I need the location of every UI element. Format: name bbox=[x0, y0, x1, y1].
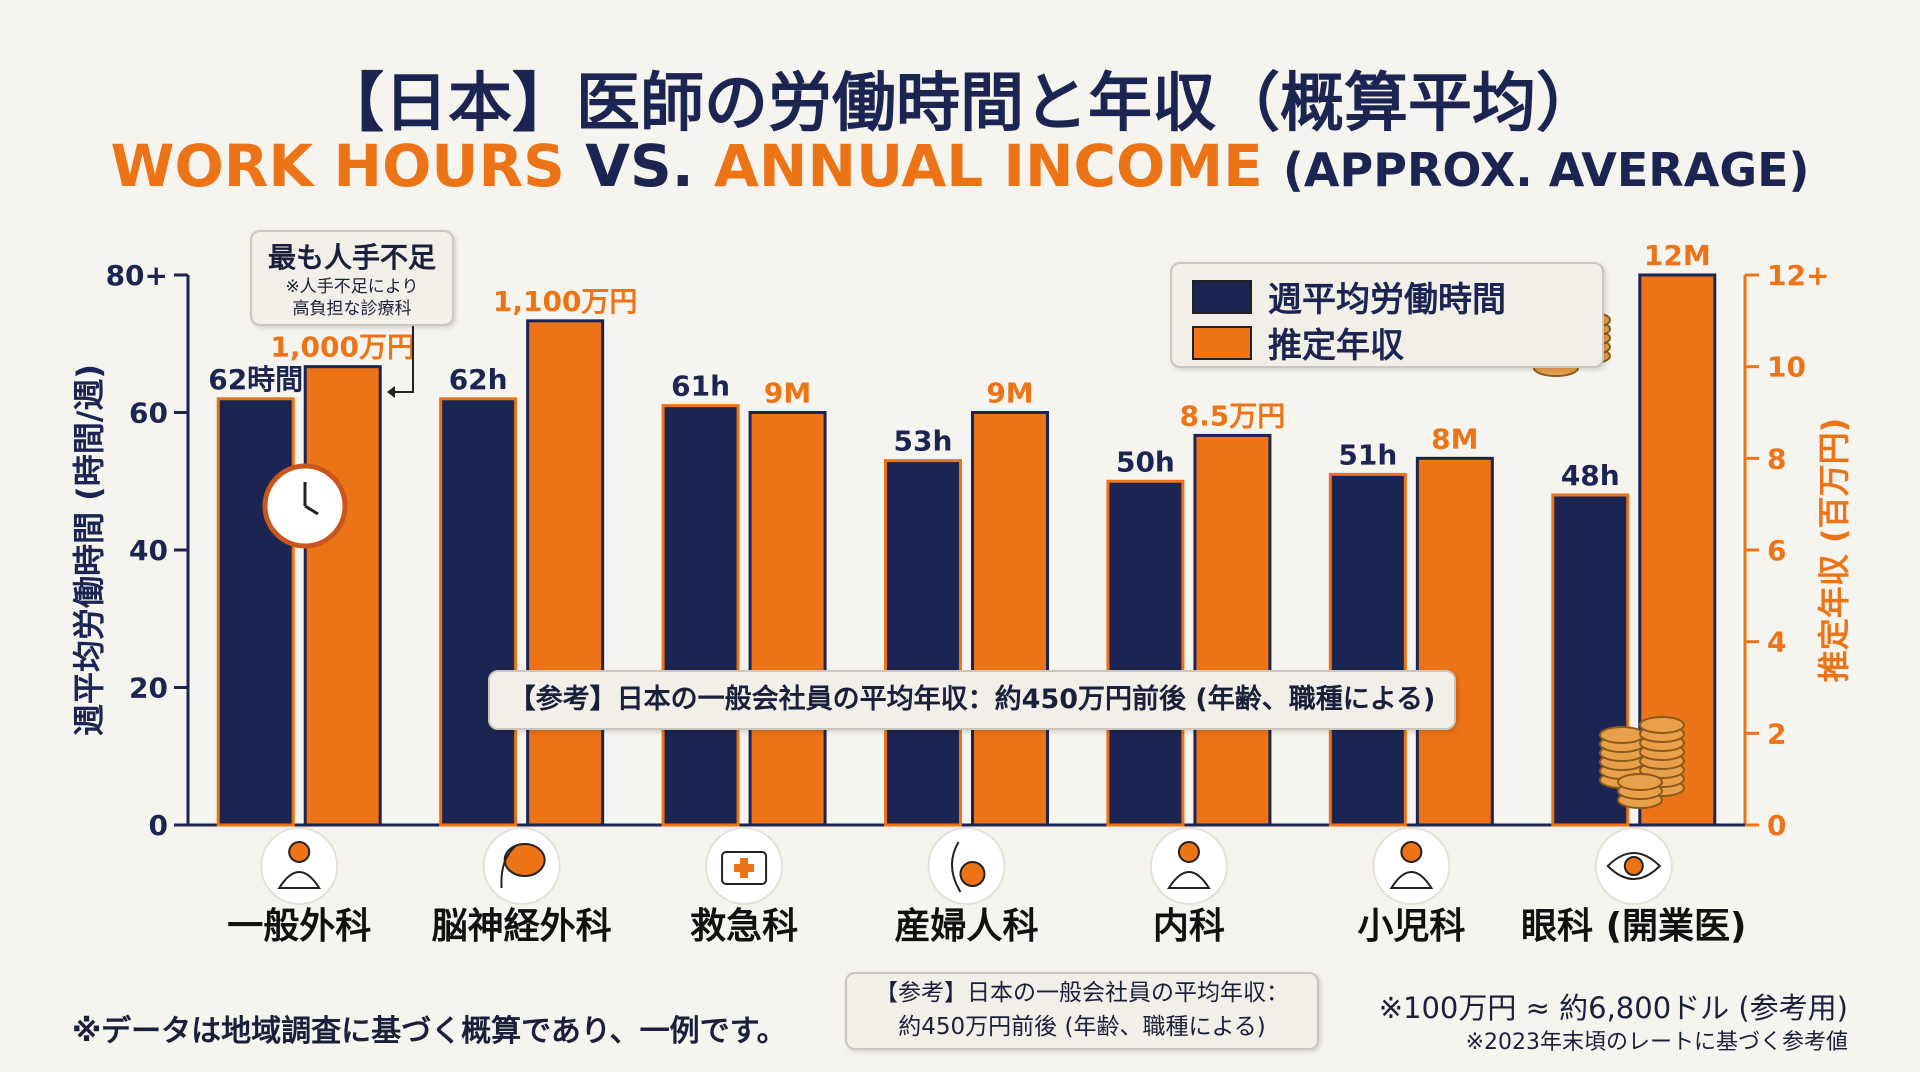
legend-item-hours: 週平均労働時間 bbox=[1192, 272, 1506, 321]
category-label: 眼科 (開業医) bbox=[1521, 906, 1746, 947]
person-body-shape bbox=[1389, 871, 1434, 889]
income-value-label: 9M bbox=[986, 377, 1033, 410]
hours-bar bbox=[1106, 479, 1185, 827]
left-tick-label: 20 bbox=[129, 672, 168, 705]
hours-bar bbox=[661, 404, 740, 827]
left-tick-label: 40 bbox=[129, 534, 168, 567]
category-label: 内科 bbox=[1153, 906, 1225, 947]
y-axis-title: 週平均労働時間 (時間/週) bbox=[70, 364, 108, 736]
data-disclaimer: ※データは地域調査に基づく概算であり、一例です。 bbox=[72, 1014, 787, 1049]
income-value-label: 9M bbox=[764, 377, 811, 410]
head-outline-shape bbox=[500, 845, 517, 889]
income-bar bbox=[971, 411, 1049, 827]
reference-note-chart: 【参考】日本の一般会社員の平均年収：約450万円前後 (年齢、職種による) bbox=[488, 670, 1456, 730]
right-tick-label: 12+ bbox=[1767, 259, 1829, 292]
hours-bar bbox=[439, 397, 518, 827]
left-tick-label: 80+ bbox=[106, 259, 168, 292]
kit-cross-horizontal bbox=[734, 864, 755, 872]
callout-line-1: ※人手不足により bbox=[285, 277, 419, 297]
callout-title: 最も人手不足 bbox=[267, 241, 436, 274]
person-body-shape bbox=[277, 871, 322, 889]
subtitle-part-hours: WORK HOURS bbox=[110, 132, 565, 200]
right-tick-label: 10 bbox=[1767, 351, 1806, 384]
child-icon bbox=[1372, 827, 1451, 905]
right-tick-label: 6 bbox=[1767, 534, 1786, 567]
shortage-callout: 最も人手不足 ※人手不足により 高負担な診療科 bbox=[250, 230, 454, 326]
income-bar bbox=[1415, 456, 1494, 827]
subtitle-part-vs: VS. bbox=[585, 132, 694, 200]
hours-value-label: 62h bbox=[449, 363, 508, 396]
hours-value-label: 48h bbox=[1561, 459, 1620, 492]
legend-label-income: 推定年収 bbox=[1268, 326, 1404, 366]
income-bar bbox=[526, 319, 605, 827]
hours-bar bbox=[884, 459, 962, 827]
income-value-label: 12M bbox=[1644, 239, 1711, 272]
right-tick-label: 4 bbox=[1767, 626, 1786, 659]
legend: 週平均労働時間 推定年収 bbox=[1170, 262, 1604, 368]
reference-bottom-line-1: 【参考】日本の一般会社員の平均年収： bbox=[875, 980, 1289, 1006]
income-bar bbox=[1193, 433, 1272, 827]
person-head-shape bbox=[288, 841, 311, 863]
surgeon-icon bbox=[260, 827, 339, 905]
legend-label-hours: 週平均労働時間 bbox=[1268, 280, 1506, 320]
category-label: 脳神経外科 bbox=[432, 906, 612, 947]
doctor-icon bbox=[1149, 827, 1228, 905]
coin-stack-icon bbox=[1639, 716, 1685, 734]
right-tick-label: 2 bbox=[1767, 717, 1786, 750]
exchange-rate-note: ※100万円 ≈ 約6,800ドル (参考用) bbox=[1378, 991, 1848, 1025]
person-head-shape bbox=[1177, 841, 1200, 863]
hours-value-label: 61h bbox=[671, 370, 730, 403]
page-subtitle: WORK HOURS VS. ANNUAL INCOME (APPROX. AV… bbox=[0, 132, 1920, 200]
income-bar bbox=[303, 365, 382, 827]
exchange-rate-subnote: ※2023年末頃のレートに基づく参考値 bbox=[1465, 1030, 1848, 1055]
category-label: 産婦人科 bbox=[894, 906, 1038, 947]
legend-swatch-hours bbox=[1192, 279, 1252, 314]
subtitle-part-income: ANNUAL INCOME bbox=[714, 132, 1263, 200]
pregnancy-belly-shape bbox=[959, 861, 986, 887]
income-value-label: 1,000万円 bbox=[270, 331, 415, 364]
reference-note-bottom: 【参考】日本の一般会社員の平均年収： 約450万円前後 (年齢、職種による) bbox=[845, 972, 1319, 1050]
callout-arrowhead bbox=[387, 386, 395, 398]
income-value-label: 8.5万円 bbox=[1180, 399, 1286, 432]
right-tick-label: 8 bbox=[1767, 442, 1786, 475]
income-value-label: 1,100万円 bbox=[493, 285, 638, 318]
right-tick-label: 0 bbox=[1767, 809, 1786, 842]
hours-bar bbox=[216, 397, 295, 827]
y-axis-title-right: 推定年収 (百万円) bbox=[1815, 418, 1853, 682]
left-tick-label: 0 bbox=[149, 809, 168, 842]
category-label: 小児科 bbox=[1357, 906, 1465, 947]
category-label: 救急科 bbox=[690, 906, 798, 947]
hours-value-label: 51h bbox=[1338, 438, 1397, 471]
page-title: 【日本】医師の労働時間と年収（概算平均） bbox=[320, 67, 1600, 141]
legend-item-income: 推定年収 bbox=[1192, 318, 1404, 367]
person-head-shape bbox=[1400, 841, 1423, 863]
legend-swatch-income bbox=[1192, 325, 1252, 360]
person-body-shape bbox=[1167, 871, 1211, 889]
coin-stack-icon bbox=[1617, 773, 1663, 791]
hours-value-label: 62時間 bbox=[208, 363, 303, 396]
category-label: 一般外科 bbox=[227, 906, 371, 947]
hours-bar bbox=[1328, 472, 1407, 827]
callout-arrow bbox=[395, 322, 414, 393]
coin-stack-icon bbox=[1599, 726, 1645, 744]
hours-value-label: 50h bbox=[1116, 445, 1175, 478]
hours-value-label: 53h bbox=[894, 425, 953, 458]
income-bar bbox=[748, 411, 827, 827]
clock-hand-hour bbox=[304, 504, 319, 516]
callout-line-2: 高負担な診療科 bbox=[292, 299, 412, 319]
brain-shape bbox=[503, 843, 546, 877]
reference-bottom-line-2: 約450万円前後 (年齢、職種による) bbox=[898, 1014, 1266, 1040]
pregnancy-outline-shape bbox=[951, 841, 962, 893]
subtitle-part-approx: (APPROX. AVERAGE) bbox=[1282, 143, 1810, 197]
eye-iris-shape bbox=[1623, 856, 1644, 876]
income-value-label: 8M bbox=[1431, 422, 1478, 455]
left-tick-label: 60 bbox=[129, 397, 168, 430]
